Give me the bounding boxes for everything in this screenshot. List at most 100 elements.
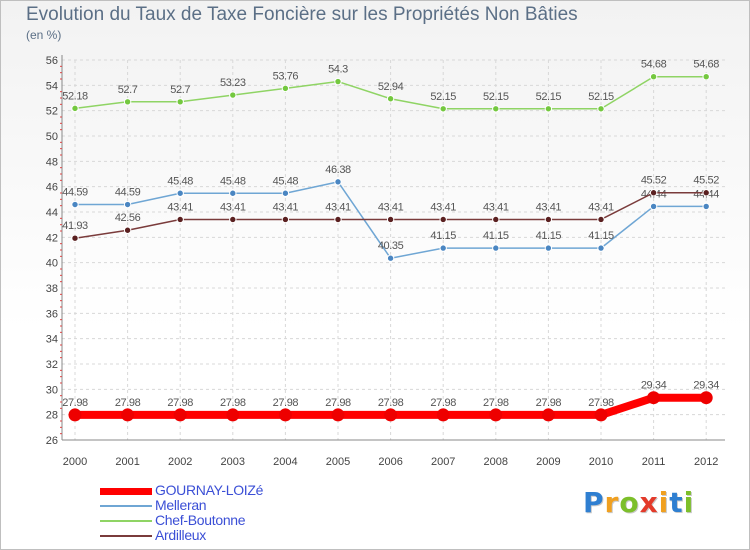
data-point-gournay-loiz- bbox=[331, 408, 345, 422]
logo-letter: i bbox=[658, 486, 670, 519]
data-point-gournay-loiz- bbox=[173, 408, 187, 422]
data-point-ardilleux bbox=[176, 215, 184, 224]
data-label-ardilleux: 41.93 bbox=[62, 220, 88, 232]
x-tick-label: 2011 bbox=[642, 456, 666, 468]
y-tick-label: 50 bbox=[46, 131, 58, 143]
data-point-ardilleux bbox=[281, 215, 290, 224]
y-tick-label: 34 bbox=[46, 334, 58, 346]
data-point-gournay-loiz- bbox=[121, 408, 135, 422]
y-axis-unit: (en %) bbox=[26, 28, 62, 42]
data-label-chef-boutonne: 54.3 bbox=[328, 64, 348, 76]
data-label-ardilleux: 45.52 bbox=[693, 175, 719, 187]
legend-label: Ardilleux bbox=[155, 527, 206, 543]
x-tick-label: 2009 bbox=[536, 456, 560, 468]
data-label-chef-boutonne: 52.18 bbox=[62, 90, 88, 102]
data-label-gournay-loiz-: 27.98 bbox=[483, 397, 509, 409]
data-label-chef-boutonne: 52.15 bbox=[483, 91, 509, 103]
data-point-ardilleux bbox=[492, 215, 500, 224]
data-point-melleran bbox=[123, 200, 132, 209]
data-label-gournay-loiz-: 27.98 bbox=[536, 397, 562, 409]
logo-letter: x bbox=[639, 486, 659, 519]
data-point-chef-boutonne bbox=[492, 105, 500, 113]
data-point-ardilleux bbox=[702, 189, 710, 197]
data-point-melleran bbox=[386, 254, 395, 262]
data-label-gournay-loiz-: 27.98 bbox=[167, 397, 193, 409]
data-point-gournay-loiz- bbox=[541, 408, 555, 422]
data-point-chef-boutonne bbox=[649, 73, 658, 81]
x-tick-label: 2006 bbox=[378, 456, 402, 468]
data-label-ardilleux: 43.41 bbox=[220, 201, 246, 213]
data-point-gournay-loiz- bbox=[594, 408, 608, 422]
data-point-gournay-loiz- bbox=[699, 391, 713, 405]
x-tick-label: 2010 bbox=[589, 456, 613, 468]
data-label-ardilleux: 42.56 bbox=[115, 212, 141, 224]
y-tick-label: 48 bbox=[46, 156, 58, 168]
data-point-gournay-loiz- bbox=[647, 391, 661, 405]
data-point-gournay-loiz- bbox=[489, 408, 503, 422]
legend-label: GOURNAY-LOIZé bbox=[155, 482, 264, 498]
data-point-chef-boutonne bbox=[597, 105, 605, 113]
data-label-melleran: 45.48 bbox=[273, 175, 299, 187]
data-label-melleran: 41.15 bbox=[588, 230, 614, 242]
data-point-melleran bbox=[597, 244, 605, 252]
data-label-ardilleux: 43.41 bbox=[167, 201, 193, 213]
data-point-ardilleux bbox=[386, 215, 395, 224]
x-tick-label: 2012 bbox=[694, 456, 718, 468]
data-label-chef-boutonne: 54.68 bbox=[693, 59, 719, 71]
data-point-ardilleux bbox=[123, 226, 132, 234]
data-label-melleran: 44.59 bbox=[115, 187, 141, 199]
data-label-melleran: 40.35 bbox=[378, 240, 404, 252]
data-point-ardilleux bbox=[597, 215, 605, 224]
x-tick-label: 2008 bbox=[484, 456, 508, 468]
proxiti-logo: Proxiti bbox=[583, 486, 694, 519]
y-tick-label: 36 bbox=[46, 308, 58, 320]
data-point-chef-boutonne bbox=[544, 105, 553, 113]
data-label-chef-boutonne: 53.23 bbox=[220, 77, 246, 89]
data-point-gournay-loiz- bbox=[384, 408, 398, 422]
data-point-melleran bbox=[176, 189, 184, 197]
data-point-melleran bbox=[334, 178, 342, 186]
data-label-melleran: 44.59 bbox=[62, 187, 88, 199]
data-label-melleran: 41.15 bbox=[536, 230, 562, 242]
data-label-chef-boutonne: 52.15 bbox=[430, 91, 456, 103]
data-point-chef-boutonne bbox=[281, 84, 290, 93]
y-tick-label: 52 bbox=[46, 106, 58, 118]
data-point-gournay-loiz- bbox=[278, 408, 292, 422]
y-tick-label: 54 bbox=[46, 80, 58, 92]
y-tick-label: 32 bbox=[46, 359, 58, 371]
y-tick-label: 38 bbox=[46, 283, 58, 295]
legend-swatch bbox=[100, 487, 152, 495]
y-tick-label: 40 bbox=[46, 258, 58, 270]
data-point-gournay-loiz- bbox=[226, 408, 240, 422]
data-label-ardilleux: 43.41 bbox=[378, 201, 404, 213]
data-point-chef-boutonne bbox=[439, 105, 447, 113]
data-point-ardilleux bbox=[334, 215, 342, 224]
data-label-ardilleux: 43.41 bbox=[430, 201, 456, 213]
y-tick-label: 46 bbox=[46, 182, 58, 194]
logo-letter: o bbox=[619, 486, 640, 519]
logo-letter: i bbox=[683, 486, 695, 519]
data-point-chef-boutonne bbox=[386, 95, 395, 103]
data-point-melleran bbox=[492, 244, 500, 252]
data-label-chef-boutonne: 53.76 bbox=[273, 70, 299, 82]
data-point-melleran bbox=[281, 189, 290, 197]
data-point-chef-boutonne bbox=[71, 104, 79, 113]
y-tick-label: 42 bbox=[46, 232, 58, 244]
data-point-melleran bbox=[544, 244, 553, 252]
y-tick-label: 28 bbox=[46, 410, 58, 422]
y-tick-label: 26 bbox=[46, 435, 58, 447]
data-label-melleran: 45.48 bbox=[167, 175, 193, 187]
data-label-chef-boutonne: 52.94 bbox=[378, 81, 404, 93]
data-label-chef-boutonne: 52.15 bbox=[536, 91, 562, 103]
logo-letter: r bbox=[604, 486, 620, 519]
data-label-gournay-loiz-: 29.34 bbox=[641, 380, 667, 392]
data-label-gournay-loiz-: 27.98 bbox=[588, 397, 614, 409]
data-point-chef-boutonne bbox=[229, 91, 237, 99]
data-point-melleran bbox=[71, 200, 79, 209]
logo-letter: P bbox=[583, 486, 605, 519]
legend-swatch bbox=[100, 520, 152, 522]
logo-letter: t bbox=[669, 486, 684, 519]
data-label-gournay-loiz-: 27.98 bbox=[115, 397, 141, 409]
